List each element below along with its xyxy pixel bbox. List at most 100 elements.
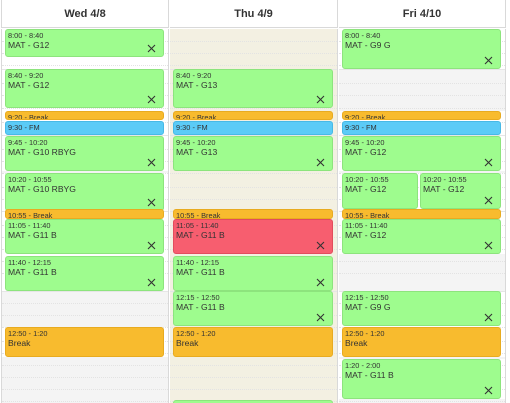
event-title: MAT - G12 [345, 147, 387, 157]
event-time: 9:20 - Break [345, 113, 386, 120]
close-icon[interactable] [147, 158, 156, 167]
calendar-event[interactable]: 9:45 - 10:20 MAT - G12 [342, 136, 501, 171]
event-time: 9:45 - 10:20 [8, 138, 48, 147]
close-icon[interactable] [147, 241, 156, 250]
close-icon[interactable] [484, 196, 493, 205]
event-title: MAT - G11 B [176, 230, 225, 240]
close-icon[interactable] [147, 278, 156, 287]
calendar-event[interactable]: 1:20 - 2:00 MAT - G11 B [342, 359, 501, 399]
day-column-thu[interactable]: 8:40 - 9:20 MAT - G13 9:20 - Break 9:30 - F… [170, 29, 338, 403]
day-header-thu[interactable]: Thu 4/9 [170, 0, 338, 28]
event-time: 10:20 - 10:55 [345, 175, 389, 184]
calendar-event[interactable]: 9:30 - FM [342, 121, 501, 135]
event-title: MAT - G11 B [8, 230, 57, 240]
time-slot-line [170, 53, 337, 54]
calendar-event[interactable]: 11:40 - 12:15 MAT - G11 B [173, 256, 333, 291]
calendar-event[interactable]: 9:30 - FM [173, 121, 333, 135]
close-icon[interactable] [316, 313, 325, 322]
calendar-event[interactable]: 12:50 - 1:20 Break [342, 327, 501, 357]
event-time: 10:55 - Break [176, 211, 221, 219]
unscheduled-band [2, 357, 168, 403]
event-time: 12:15 - 12:50 [345, 293, 389, 302]
close-icon[interactable] [484, 313, 493, 322]
close-icon[interactable] [316, 278, 325, 287]
calendar-event[interactable]: 9:45 - 10:20 MAT - G10 RBYG [5, 136, 164, 171]
calendar-event[interactable]: 9:20 - Break [5, 111, 164, 120]
day-header-fri[interactable]: Fri 4/10 [339, 0, 506, 28]
calendar-event[interactable]: 9:20 - Break [173, 111, 333, 120]
calendar-event[interactable]: 12:50 - 1:20 Break [5, 327, 164, 357]
event-time: 9:45 - 10:20 [345, 138, 385, 147]
time-slot-line [170, 377, 337, 378]
event-time: 1:20 - 2:00 [345, 361, 381, 370]
close-icon[interactable] [484, 386, 493, 395]
event-title: MAT - G12 [345, 230, 387, 240]
day-header-label: Thu 4/9 [234, 7, 273, 20]
calendar-event[interactable]: 12:50 - 1:20 Break [173, 327, 333, 357]
time-slot-line [170, 65, 337, 66]
close-icon[interactable] [316, 158, 325, 167]
event-time: 8:00 - 8:40 [345, 31, 381, 40]
event-title: MAT - G9 G [345, 302, 391, 312]
event-title: MAT - G12 [345, 184, 387, 194]
unscheduled-band [2, 171, 168, 173]
calendar-event[interactable]: 11:40 - 12:15 MAT - G11 B [5, 256, 164, 291]
event-time: 12:50 - 1:20 [8, 329, 48, 338]
time-slot-line [170, 199, 337, 200]
close-icon[interactable] [147, 95, 156, 104]
calendar-event[interactable]: 10:55 - Break [5, 209, 164, 219]
calendar-event[interactable]: 9:20 - Break [342, 111, 501, 120]
event-title: Break [8, 338, 31, 348]
calendar-event[interactable]: 11:05 - 11:40 MAT - G12 [342, 219, 501, 254]
calendar-event[interactable]: 10:55 - Break [173, 209, 333, 219]
event-time: 9:45 - 10:20 [176, 138, 216, 147]
close-icon[interactable] [484, 241, 493, 250]
event-title: Break [176, 338, 199, 348]
close-icon[interactable] [484, 158, 493, 167]
day-column-fri[interactable]: 8:00 - 8:40 MAT - G9 G 9:20 - Break 9:30 - … [339, 29, 506, 403]
time-slot-line [170, 389, 337, 390]
calendar-event[interactable]: 9:30 - FM [5, 121, 164, 135]
day-column-wed[interactable]: 8:00 - 8:40 MAT - G12 8:40 - 9:20 MAT - G12… [1, 29, 169, 403]
calendar-event[interactable]: 11:05 - 11:40 MAT - G11 B [5, 219, 164, 254]
event-time: 9:30 - FM [8, 123, 40, 132]
event-title: MAT - G9 G [345, 40, 391, 50]
calendar-event[interactable]: 8:00 - 8:40 MAT - G9 G [342, 29, 501, 69]
close-icon[interactable] [147, 44, 156, 53]
close-icon[interactable] [484, 56, 493, 65]
event-time: 8:40 - 9:20 [8, 71, 44, 80]
calendar-event[interactable]: 12:15 - 12:50 MAT - G9 G [342, 291, 501, 326]
event-title: MAT - G11 B [176, 267, 225, 277]
day-header-wed[interactable]: Wed 4/8 [1, 0, 169, 28]
time-slot-line [2, 389, 168, 390]
event-title: MAT - G11 B [176, 302, 225, 312]
calendar-event[interactable]: 8:40 - 9:20 MAT - G12 [5, 69, 164, 108]
event-time: 11:05 - 11:40 [8, 221, 51, 230]
unscheduled-band [339, 171, 505, 173]
calendar-event[interactable]: 8:40 - 9:20 MAT - G13 [173, 69, 333, 108]
close-icon[interactable] [316, 95, 325, 104]
time-slot-line [170, 108, 337, 109]
unscheduled-band [339, 254, 505, 291]
event-time: 12:15 - 12:50 [176, 293, 220, 302]
time-slot-line [2, 65, 168, 66]
calendar-event[interactable]: 10:20 - 10:55 MAT - G12 [342, 173, 418, 209]
time-slot-line [2, 365, 168, 366]
calendar-event[interactable]: 10:20 - 10:55 MAT - G10 RBYG [5, 173, 164, 211]
calendar-event[interactable]: 11:05 - 11:40 MAT - G11 B [173, 219, 333, 254]
time-slot-line [339, 261, 505, 262]
close-icon[interactable] [147, 198, 156, 207]
calendar-event[interactable]: 9:45 - 10:20 MAT - G13 [173, 136, 333, 171]
event-time: 10:55 - Break [345, 211, 390, 219]
event-time: 10:20 - 10:55 [423, 175, 467, 184]
calendar-event[interactable]: 10:55 - Break [342, 209, 501, 219]
calendar-event[interactable]: 12:15 - 12:50 MAT - G11 B [173, 291, 333, 326]
event-title: MAT - G13 [176, 147, 218, 157]
close-icon[interactable] [316, 241, 325, 250]
event-title: Break [345, 338, 368, 348]
calendar-event[interactable]: 8:00 - 8:40 MAT - G12 [5, 29, 164, 57]
event-time: 11:05 - 11:40 [176, 221, 219, 230]
time-slot-line [2, 303, 168, 304]
calendar-event[interactable]: 10:20 - 10:55 MAT - G12 [420, 173, 501, 209]
time-slot-line [339, 108, 505, 109]
